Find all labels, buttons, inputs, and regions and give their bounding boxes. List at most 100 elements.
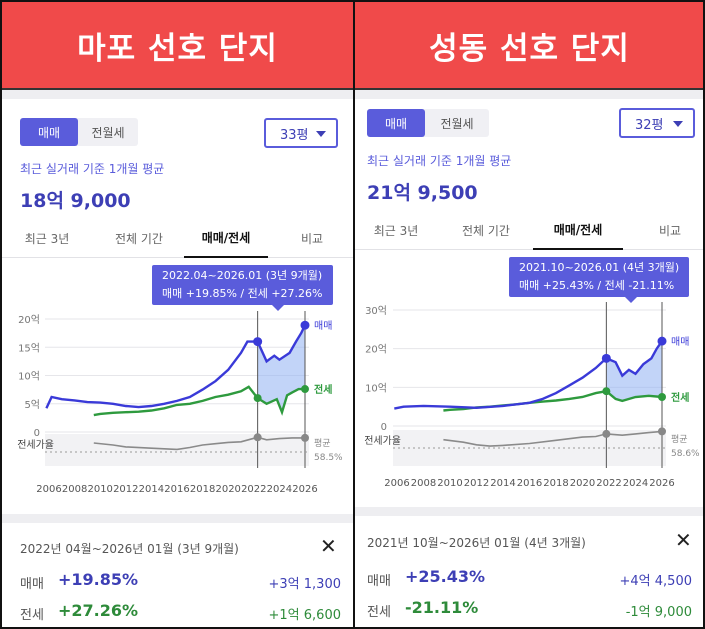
sale-point-marker	[300, 320, 310, 330]
jeonse-point-marker	[602, 387, 611, 396]
x-tick-label: 2024	[623, 478, 648, 489]
summary-sale-label: 매매	[20, 577, 44, 592]
tab-recent-3y[interactable]: 최근 3년	[373, 223, 419, 238]
left-banner-title: 마포 선호 단지	[2, 2, 353, 90]
x-tick-label: 2022	[596, 478, 621, 489]
x-tick-label: 2012	[113, 484, 138, 495]
right-banner-title: 성동 선호 단지	[355, 2, 703, 90]
sale-point-marker	[657, 336, 667, 346]
summary-sale-label: 매매	[367, 574, 391, 589]
series-jeonse-label: 전세	[314, 383, 332, 396]
tab-all-period[interactable]: 전체 기간	[115, 231, 163, 246]
x-tick-label: 2016	[517, 478, 542, 489]
divider	[355, 507, 703, 516]
tab-sale[interactable]: 매매	[367, 109, 425, 137]
sale-point-marker	[601, 353, 611, 363]
series-jeonse-line	[93, 385, 305, 417]
ratio-label: 전세가율	[17, 439, 54, 451]
average-price: 18억 9,000	[20, 190, 131, 212]
ratio-label: 전세가율	[364, 435, 401, 447]
close-icon[interactable]: ✕	[320, 534, 337, 558]
series-sale-line	[394, 340, 663, 410]
tooltip-period: 2022.04~2026.01 (3년 9개월)	[162, 269, 323, 282]
tab-compare[interactable]: 비교	[300, 231, 324, 246]
close-icon[interactable]: ✕	[675, 528, 692, 552]
tab-sale-jeonse[interactable]: 매매/전세	[533, 210, 623, 250]
tab-jeonse[interactable]: 전월세	[440, 116, 474, 131]
x-tick-label: 2020	[570, 478, 595, 489]
tab-recent-3y[interactable]: 최근 3년	[24, 231, 70, 246]
y-tick-label: 10억	[365, 382, 387, 394]
period-tabs: 최근 3년 전체 기간 매매/전세 비교	[2, 218, 353, 258]
jeonse-point-marker	[253, 394, 262, 403]
right-panel: 성동 선호 단지 매매 전월세 32평 최근 실거래 기준 1개월 평균 21억…	[353, 2, 704, 627]
x-tick-label: 2014	[139, 484, 164, 495]
tab-all-period[interactable]: 전체 기간	[462, 223, 510, 238]
pyeong-value: 33평	[280, 127, 309, 143]
ratio-average-label: 평균	[314, 438, 331, 449]
pyeong-value: 32평	[635, 117, 664, 133]
summary-jeonse-row: 전세 +27.26% +1억 6,600	[20, 601, 341, 623]
period-tabs: 최근 3년 전체 기간 매매/전세 비교	[355, 210, 703, 250]
x-tick-label: 2020	[215, 484, 240, 495]
x-tick-label: 2024	[267, 484, 292, 495]
jeonse-point-marker	[658, 393, 666, 401]
summary-jeonse-label: 전세	[367, 605, 391, 620]
trade-type-toggle: 매매 전월세	[20, 118, 138, 146]
x-tick-label: 2006	[384, 478, 409, 489]
divider	[2, 90, 353, 99]
summary-sale-row: 매매 +25.43% +4억 4,500	[367, 567, 692, 589]
summary-period: 2021년 10월~2026년 01월 (4년 3개월)	[367, 536, 586, 550]
trade-type-toggle: 매매 전월세	[367, 109, 489, 137]
pyeong-select[interactable]: 32평	[619, 108, 695, 138]
series-ratio-line	[93, 436, 305, 451]
tab-sale-jeonse[interactable]: 매매/전세	[184, 218, 268, 258]
jeonse-point-marker	[301, 385, 309, 394]
ratio-point-marker	[658, 427, 666, 436]
x-tick-label: 2008	[62, 484, 87, 495]
y-tick-label: 10억	[18, 371, 40, 383]
summary-jeonse-label: 전세	[20, 608, 44, 623]
y-tick-label: 15억	[18, 342, 40, 354]
tooltip-period: 2021.10~2026.01 (4년 3개월)	[519, 261, 680, 274]
y-tick-label: 0	[381, 422, 387, 433]
summary-sale-amount: +3억 1,300	[268, 577, 341, 592]
tab-jeonse[interactable]: 전월세	[91, 125, 125, 140]
x-tick-label: 2014	[490, 478, 515, 489]
tooltip-change: 매매 +19.85% / 전세 +27.26%	[162, 287, 323, 300]
x-tick-label: 2006	[36, 484, 61, 495]
divider	[355, 90, 703, 99]
summary-jeonse-row: 전세 -21.11% -1억 9,000	[367, 598, 692, 620]
divider	[2, 514, 353, 523]
summary-period: 2022년 04월~2026년 01월 (3년 9개월)	[20, 542, 239, 556]
summary-jeonse-pct: -21.11%	[405, 598, 479, 617]
summary-sale-pct: +25.43%	[405, 567, 486, 586]
x-tick-label: 2016	[164, 484, 189, 495]
left-panel: 마포 선호 단지 매매 전월세 33평 최근 실거래 기준 1개월 평균 18억…	[2, 2, 353, 627]
tab-compare[interactable]: 비교	[658, 223, 682, 238]
summary-jeonse-amount: -1억 9,000	[625, 605, 692, 620]
x-tick-label: 2010	[87, 484, 112, 495]
series-sale-line	[45, 324, 307, 409]
tab-sale[interactable]: 매매	[20, 118, 78, 146]
ratio-average-label: 평균	[671, 434, 688, 445]
x-tick-label: 2018	[190, 484, 215, 495]
x-tick-label: 2022	[241, 484, 266, 495]
y-tick-label: 0	[34, 428, 40, 439]
y-tick-label: 30억	[365, 305, 387, 317]
average-price: 21억 9,500	[367, 182, 478, 204]
x-tick-label: 2026	[649, 478, 674, 489]
pyeong-select[interactable]: 33평	[264, 118, 338, 148]
ratio-average-value: 58.5%	[314, 453, 343, 463]
period-tooltip: 2021.10~2026.01 (4년 3개월) 매매 +25.43% / 전세…	[509, 257, 690, 303]
series-jeonse-label: 전세	[671, 391, 689, 404]
chevron-down-icon	[316, 131, 326, 137]
summary-sale-amount: +4억 4,500	[619, 574, 692, 589]
x-tick-label: 2012	[464, 478, 489, 489]
x-tick-label: 2018	[543, 478, 568, 489]
x-tick-label: 2010	[437, 478, 462, 489]
price-chart[interactable]: 20억 15억 10억 5억 0 2006 2008 2010 2012 2014 2016 2018…	[2, 264, 353, 504]
summary-sale-pct: +19.85%	[58, 570, 139, 589]
